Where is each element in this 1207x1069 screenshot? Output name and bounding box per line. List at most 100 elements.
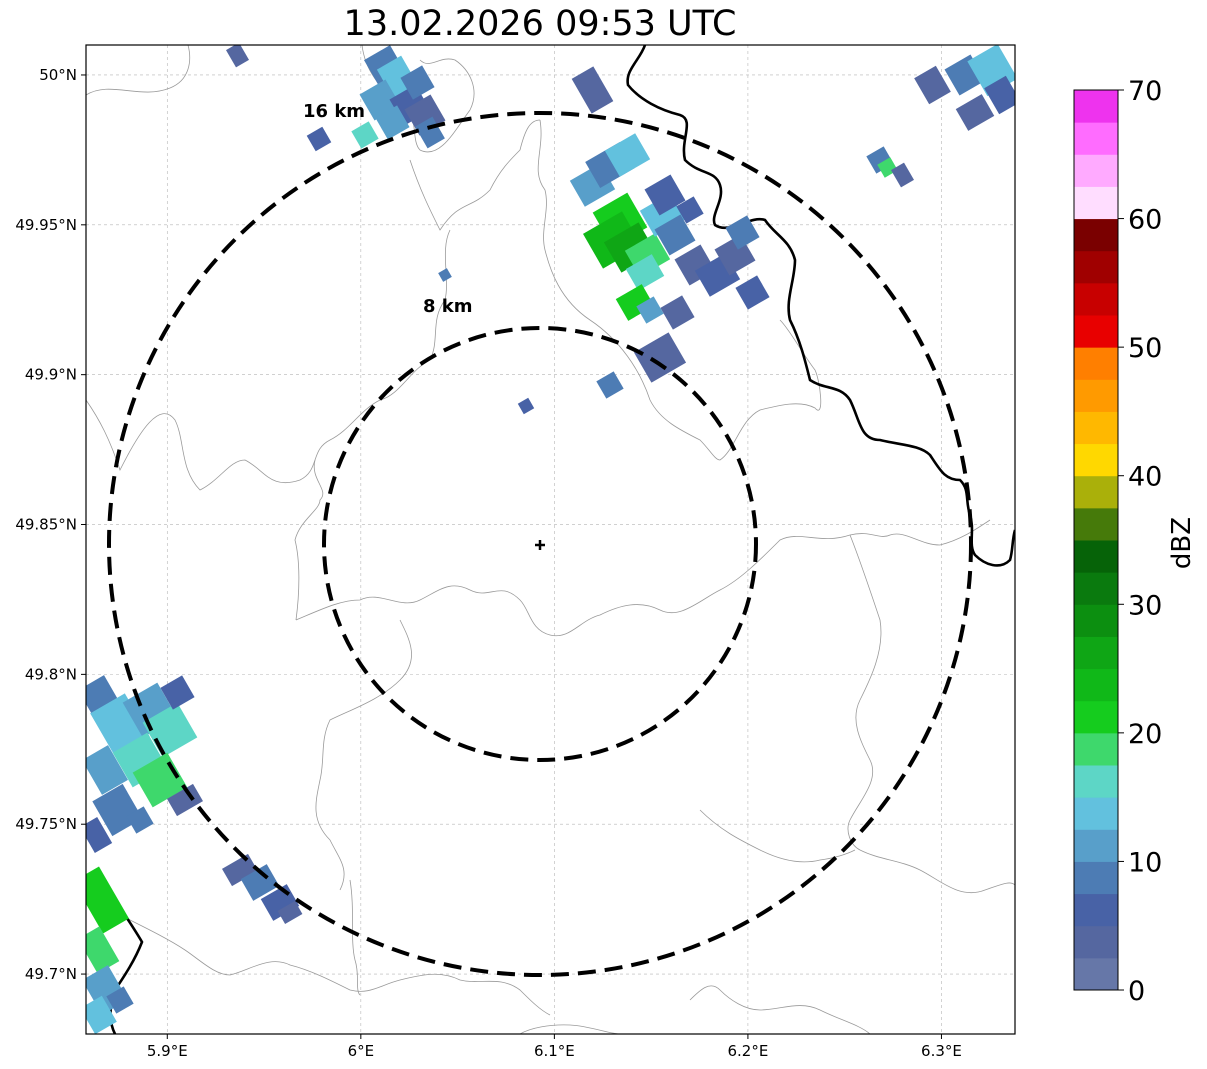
y-tick-label: 49.75°N [15,815,77,833]
colorbar-segment [1074,507,1118,541]
echo-cell [615,284,655,321]
echo-cell [984,75,1015,115]
colorbar-segment [1074,90,1118,123]
colorbar-segment [1074,411,1118,445]
echo-cell [132,752,188,808]
colorbar-segment [1074,893,1118,927]
colorbar-segment [1074,668,1118,702]
colorbar-label: dBZ [1167,517,1197,569]
colorbar-segment [1074,925,1118,959]
echo-cell [654,214,696,256]
colorbar-tick-label: 60 [1128,205,1162,236]
grid-lines [86,45,1015,1034]
colorbar-segment [1074,154,1118,187]
echo-cell [106,986,134,1014]
echo-cell [160,675,195,710]
echo-cell [676,196,704,224]
y-tick-label: 50°N [39,66,77,84]
colorbar-segment [1074,282,1118,316]
x-tick-label: 6.2°E [727,1042,768,1060]
range-rings [107,111,973,977]
y-tick-label: 49.9°N [25,366,77,384]
colorbar-segment [1074,957,1118,991]
echo-cell [375,105,410,140]
colorbar-tick-label: 10 [1128,847,1162,878]
colorbar: 0 10 20 30 40 50 60 70 [1073,76,1162,1007]
y-tick-label: 49.7°N [25,965,77,983]
colorbar-segment [1074,347,1118,380]
x-tick-label: 6.3°E [921,1042,962,1060]
ring-label-16km: 16 km [303,101,365,122]
range-ring-8km [322,326,758,762]
colorbar-tick-label: 70 [1128,76,1162,107]
echo-cell [636,296,664,324]
echo-cell [891,162,914,188]
echo-cell [517,397,535,415]
echo-cell [660,295,695,330]
echo-cell [306,126,332,152]
echo-cell [644,174,686,216]
colorbar-segment [1074,475,1118,509]
colorbar-tick-label: 40 [1128,462,1162,493]
y-axis-ticks: 50°N 49.95°N 49.9°N 49.85°N 49.8°N 49.75°N 49.… [15,66,86,983]
country-border [86,45,1015,1034]
echo-cell [92,783,143,837]
range-ring-16km [107,111,973,977]
y-tick-label: 49.8°N [25,665,77,683]
colorbar-segment [1074,604,1118,637]
echo-cell [914,65,951,105]
echo-cell [596,371,624,399]
colorbar-segment [1074,829,1118,862]
radar-site-marker [535,540,545,550]
colorbar-segment [1074,636,1118,670]
echo-cell [86,817,113,853]
y-tick-label: 49.95°N [15,216,77,234]
echo-cell [955,94,995,131]
colorbar-frame [1073,89,1119,991]
echo-cell [240,864,280,901]
map-title: 13.02.2026 09:53 UTC [343,4,737,44]
colorbar-segment [1074,765,1118,798]
x-tick-label: 6.1°E [534,1042,575,1060]
colorbar-segment [1074,250,1118,284]
colorbar-segment [1074,443,1118,477]
echo-cell [400,65,435,100]
colorbar-segment [1074,218,1118,252]
echo-cell [604,133,651,177]
echo-cell [86,995,117,1034]
echo-cell [633,332,687,383]
echo-cell [438,268,452,282]
echo-cell [735,275,770,310]
colorbar-tick-label: 20 [1128,719,1162,750]
colorbar-segment [1074,315,1118,348]
plot-frame [85,44,1016,1035]
colorbar-tick-label: 50 [1128,333,1162,364]
colorbar-segment [1074,861,1118,895]
echo-cell [226,45,249,68]
ring-label-8km: 8 km [423,296,473,317]
colorbar-segment [1074,700,1118,734]
echo-cell [86,866,129,934]
colorbar-tick-label: 0 [1128,976,1145,1007]
district-borders [86,45,1015,1034]
echo-cell [222,853,258,887]
echo-cell [126,806,154,834]
echo-cell [415,116,445,149]
echo-cell [277,901,303,924]
colorbar-segment [1074,572,1118,605]
echo-cell [571,66,614,114]
x-tick-label: 5.9°E [147,1042,188,1060]
y-tick-label: 49.85°N [15,516,77,534]
echo-cell [260,884,300,921]
colorbar-segment [1074,379,1118,412]
colorbar-segment [1074,732,1118,766]
x-tick-label: 6°E [348,1042,375,1060]
echo-cell [167,783,203,817]
colorbar-segment [1074,122,1118,155]
colorbar-segment [1074,797,1118,830]
radar-echoes [86,45,1015,1034]
x-axis-ticks: 5.9°E 6°E 6.1°E 6.2°E 6.3°E [147,1034,962,1060]
echo-cell [86,745,128,795]
echo-cell [625,254,665,291]
